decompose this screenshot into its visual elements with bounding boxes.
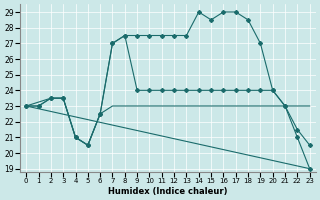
X-axis label: Humidex (Indice chaleur): Humidex (Indice chaleur) <box>108 187 228 196</box>
